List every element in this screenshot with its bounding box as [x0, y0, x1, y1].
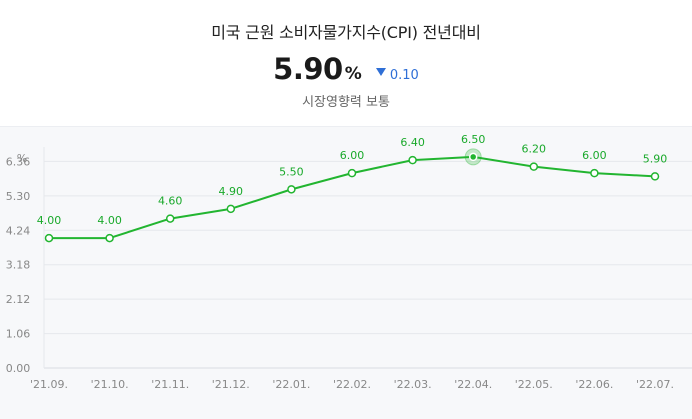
- data-point: [408, 155, 417, 165]
- value-unit: %: [344, 64, 362, 84]
- data-point: [105, 233, 114, 243]
- down-arrow-icon: [375, 68, 386, 76]
- x-tick-label: '22.06.: [575, 378, 613, 391]
- y-axis-unit-label: %: [17, 152, 27, 165]
- data-label: 6.00: [340, 149, 365, 162]
- x-tick-label: '22.02.: [333, 378, 371, 391]
- x-tick-label: '22.05.: [515, 378, 553, 391]
- data-label: 6.50: [461, 133, 486, 146]
- current-value: 5.90: [273, 52, 343, 86]
- line-chart: % 0.00 1.06 2.12 3.18 4.24 5.30 6.36 '21.09. '21.…: [6, 133, 692, 391]
- x-tick-label: '22.07.: [636, 378, 674, 391]
- change-value: 0.10: [389, 68, 419, 83]
- x-tick-label: '22.04.: [454, 378, 492, 391]
- header: 미국 근원 소비자물가지수(CPI) 전년대비 5.90% 0.10 시장영향력…: [0, 0, 692, 126]
- y-tick-label: 3.18: [6, 259, 31, 272]
- data-label: 6.40: [400, 136, 425, 149]
- market-impact: 시장영향력 보통: [302, 95, 390, 110]
- y-tick-label: 1.06: [6, 328, 31, 341]
- x-tick-label: '22.01.: [272, 378, 310, 391]
- value-row: 5.90% 0.10: [0, 52, 692, 86]
- data-label: 4.00: [37, 214, 62, 227]
- x-tick-label: '22.03.: [394, 378, 432, 391]
- y-tick-label: 4.24: [6, 224, 31, 237]
- data-point: [650, 172, 660, 181]
- y-tick-label: 0.00: [6, 362, 31, 375]
- data-point: [226, 204, 236, 214]
- data-label: 4.90: [219, 185, 244, 198]
- data-label: 5.90: [643, 152, 668, 165]
- x-tick-label: '21.12.: [212, 378, 250, 391]
- data-point-highlighted: [468, 152, 478, 162]
- data-point: [590, 168, 599, 178]
- data-label: 5.50: [279, 165, 304, 178]
- data-label: 6.00: [582, 149, 607, 162]
- chart-panel: % 0.00 1.06 2.12 3.18 4.24 5.30 6.36 '21.09. '21.…: [0, 126, 692, 419]
- chart-title: 미국 근원 소비자물가지수(CPI) 전년대비: [211, 23, 481, 42]
- data-point: [529, 162, 539, 171]
- x-tick-label: '21.10.: [91, 378, 129, 391]
- y-tick-label: 5.30: [6, 190, 31, 203]
- data-point: [347, 168, 357, 178]
- data-label: 4.00: [97, 214, 122, 227]
- y-tick-label: 2.12: [6, 293, 31, 306]
- x-tick-label: '21.11.: [151, 378, 189, 391]
- x-tick-label: '21.09.: [30, 378, 68, 391]
- data-label: 4.60: [158, 195, 183, 208]
- y-tick-label: 6.36: [6, 155, 31, 168]
- data-point: [287, 185, 296, 194]
- data-label: 6.20: [522, 143, 547, 156]
- data-point: [44, 233, 54, 243]
- data-point: [165, 214, 175, 223]
